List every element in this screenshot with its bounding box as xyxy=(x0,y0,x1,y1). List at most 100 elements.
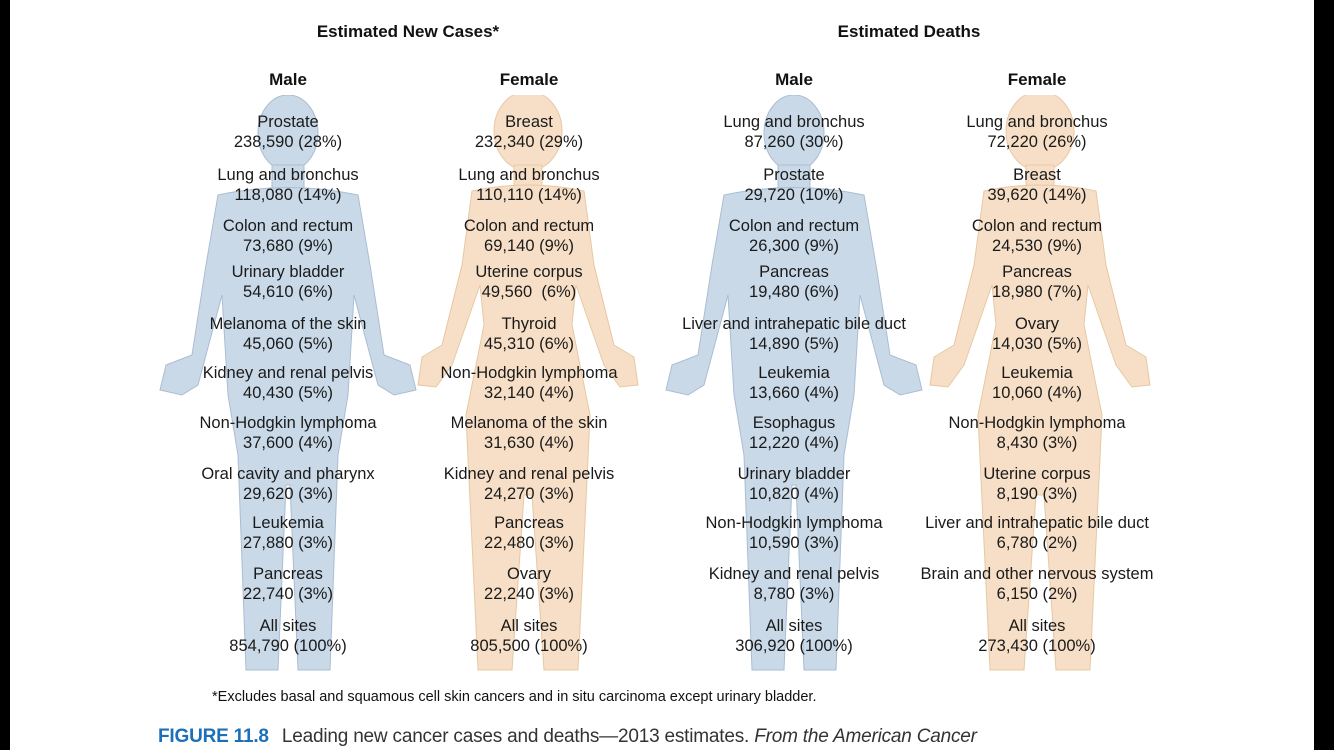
cancer-entry: Urinary bladder 54,610 (6%) xyxy=(232,262,345,302)
figure-caption: FIGURE 11.8 Leading new cancer cases and… xyxy=(158,726,977,748)
cancer-entry: Non-Hodgkin lymphoma 32,140 (4%) xyxy=(441,363,618,403)
cancer-entry: Lung and bronchus 87,260 (30%) xyxy=(723,112,864,152)
cancer-site-value: 22,740 (3%) xyxy=(243,585,333,603)
cancer-site-label: Colon and rectum xyxy=(728,217,860,235)
cancer-entry: Pancreas 18,980 (7%) xyxy=(992,262,1082,302)
cancer-site-label: Prostate xyxy=(257,113,319,131)
cancer-site-value: 6,150 (2%) xyxy=(996,585,1078,603)
cancer-entry: Kidney and renal pelvis 8,780 (3%) xyxy=(709,564,880,604)
cancer-entry: Thyroid 45,310 (6%) xyxy=(484,314,574,354)
cancer-site-label: Pancreas xyxy=(494,514,564,532)
cancer-site-value: 8,430 (3%) xyxy=(996,434,1078,452)
cancer-entry: Melanoma of the skin 45,060 (5%) xyxy=(210,314,367,354)
cancer-site-label: Oral cavity and pharynx xyxy=(201,465,375,483)
heading-deaths: Estimated Deaths xyxy=(837,22,981,41)
cancer-site-value: 87,260 (30%) xyxy=(744,133,844,151)
cancer-site-value: 39,620 (14%) xyxy=(987,186,1087,204)
cancer-entry: Uterine corpus 49,560 (6%) xyxy=(475,262,582,302)
cancer-site-label: Brain and other nervous system xyxy=(920,565,1154,583)
cancer-site-label: Thyroid xyxy=(501,315,557,333)
footnote: *Excludes basal and squamous cell skin c… xyxy=(212,689,817,705)
cancer-site-value: 72,220 (26%) xyxy=(987,133,1087,151)
cancer-site-value: 10,590 (3%) xyxy=(749,534,839,552)
cancer-site-label: Uterine corpus xyxy=(983,465,1091,483)
female-body-silhouette-deaths xyxy=(929,95,1151,671)
cancer-site-value: 69,140 (9%) xyxy=(484,237,574,255)
cancer-site-label: Urinary bladder xyxy=(737,465,851,483)
cancer-site-value: 12,220 (4%) xyxy=(749,434,839,452)
cancer-site-value: 118,080 (14%) xyxy=(234,186,342,204)
cancer-site-label: Melanoma of the skin xyxy=(209,315,367,333)
cancer-entry: Pancreas 22,740 (3%) xyxy=(243,564,333,604)
cancer-entry: Non-Hodgkin lymphoma 37,600 (4%) xyxy=(200,413,377,453)
cancer-entry: Prostate 238,590 (28%) xyxy=(234,112,342,152)
cancer-entry: Ovary 14,030 (5%) xyxy=(992,314,1082,354)
column-title-new-male: Male xyxy=(269,70,307,89)
cancer-entry: Non-Hodgkin lymphoma 10,590 (3%) xyxy=(706,513,883,553)
cancer-site-label: Non-Hodgkin lymphoma xyxy=(440,364,618,382)
figure-label: FIGURE 11.8 xyxy=(158,726,269,747)
cancer-site-label: Liver and intrahepatic bile duct xyxy=(925,514,1149,532)
cancer-site-label: Kidney and renal pelvis xyxy=(443,465,615,483)
cancer-entry: Leukemia 27,880 (3%) xyxy=(243,513,333,553)
cancer-site-value: 854,790 (100%) xyxy=(229,637,347,655)
cancer-entry: All sites 273,430 (100%) xyxy=(978,616,1095,656)
cancer-entry: Prostate 29,720 (10%) xyxy=(744,165,843,205)
cancer-entry: Leukemia 10,060 (4%) xyxy=(992,363,1082,403)
cancer-site-label: Colon and rectum xyxy=(222,217,354,235)
cancer-site-value: 6,780 (2%) xyxy=(996,534,1078,552)
cancer-site-label: Uterine corpus xyxy=(475,263,583,281)
cancer-site-label: Kidney and renal pelvis xyxy=(202,364,374,382)
caption-source: From the American Cancer xyxy=(754,726,977,747)
cancer-entry: Esophagus 12,220 (4%) xyxy=(749,413,839,453)
cancer-site-label: Leukemia xyxy=(252,514,324,532)
cancer-site-label: Lung and bronchus xyxy=(458,166,600,184)
cancer-entry: Kidney and renal pelvis 24,270 (3%) xyxy=(444,464,615,504)
cancer-site-value: 306,920 (100%) xyxy=(735,637,853,655)
cancer-entry: Lung and bronchus 72,220 (26%) xyxy=(966,112,1107,152)
cancer-site-value: 19,480 (6%) xyxy=(749,283,839,301)
cancer-entry: Pancreas 22,480 (3%) xyxy=(484,513,574,553)
female-body-silhouette-new-cases xyxy=(417,95,639,671)
male-body-silhouette-deaths xyxy=(665,95,923,671)
cancer-entry: Breast 39,620 (14%) xyxy=(987,165,1086,205)
cancer-entry: Urinary bladder 10,820 (4%) xyxy=(738,464,851,504)
cancer-site-value: 22,480 (3%) xyxy=(484,534,574,552)
cancer-figure: Estimated New Cases* Estimated Deaths Ma… xyxy=(10,0,1314,705)
cancer-entry: Ovary 22,240 (3%) xyxy=(484,564,574,604)
cancer-site-label: Non-Hodgkin lymphoma xyxy=(199,414,377,432)
cancer-site-value: 8,190 (3%) xyxy=(996,485,1078,503)
cancer-site-label: Non-Hodgkin lymphoma xyxy=(948,414,1126,432)
cancer-site-label: Ovary xyxy=(506,565,552,583)
cancer-site-value: 10,060 (4%) xyxy=(992,384,1082,402)
cancer-site-value: 54,610 (6%) xyxy=(243,283,333,301)
cancer-site-value: 8,780 (3%) xyxy=(753,585,835,603)
cancer-entry: Non-Hodgkin lymphoma 8,430 (3%) xyxy=(949,413,1126,453)
cancer-entry: Oral cavity and pharynx 29,620 (3%) xyxy=(201,464,374,504)
cancer-site-value: 238,590 (28%) xyxy=(233,133,343,151)
male-body-silhouette-new-cases xyxy=(159,95,417,671)
cancer-entry: Leukemia 13,660 (4%) xyxy=(749,363,839,403)
cancer-site-value: 37,600 (4%) xyxy=(243,434,333,452)
cancer-site-label: Non-Hodgkin lymphoma xyxy=(705,514,883,532)
cancer-entry: Pancreas 19,480 (6%) xyxy=(749,262,839,302)
cancer-site-value: 27,880 (3%) xyxy=(243,534,333,552)
cancer-site-value: 40,430 (5%) xyxy=(243,384,333,402)
cancer-entry: Colon and rectum 26,300 (9%) xyxy=(729,216,859,256)
column-title-deaths-female: Female xyxy=(1007,70,1067,89)
cancer-site-label: Breast xyxy=(1013,166,1061,184)
column-title-new-female: Female xyxy=(499,70,559,89)
cancer-site-value: 29,620 (3%) xyxy=(243,485,333,503)
cancer-entry: All sites 306,920 (100%) xyxy=(735,616,852,656)
cancer-site-value: 73,680 (9%) xyxy=(243,237,333,255)
cancer-entry: Uterine corpus 8,190 (3%) xyxy=(983,464,1090,504)
cancer-site-value: 32,140 (4%) xyxy=(484,384,574,402)
cancer-site-value: 31,630 (4%) xyxy=(484,434,574,452)
cancer-entry: Lung and bronchus 118,080 (14%) xyxy=(217,165,358,205)
cancer-site-label: Pancreas xyxy=(253,565,323,583)
cancer-entry: Breast 232,340 (29%) xyxy=(475,112,583,152)
cancer-site-label: Lung and bronchus xyxy=(966,113,1108,131)
cancer-site-value: 45,060 (5%) xyxy=(243,335,333,353)
cancer-site-value: 45,310 (6%) xyxy=(484,335,574,353)
caption-text: Leading new cancer cases and deaths—2013… xyxy=(281,726,750,747)
